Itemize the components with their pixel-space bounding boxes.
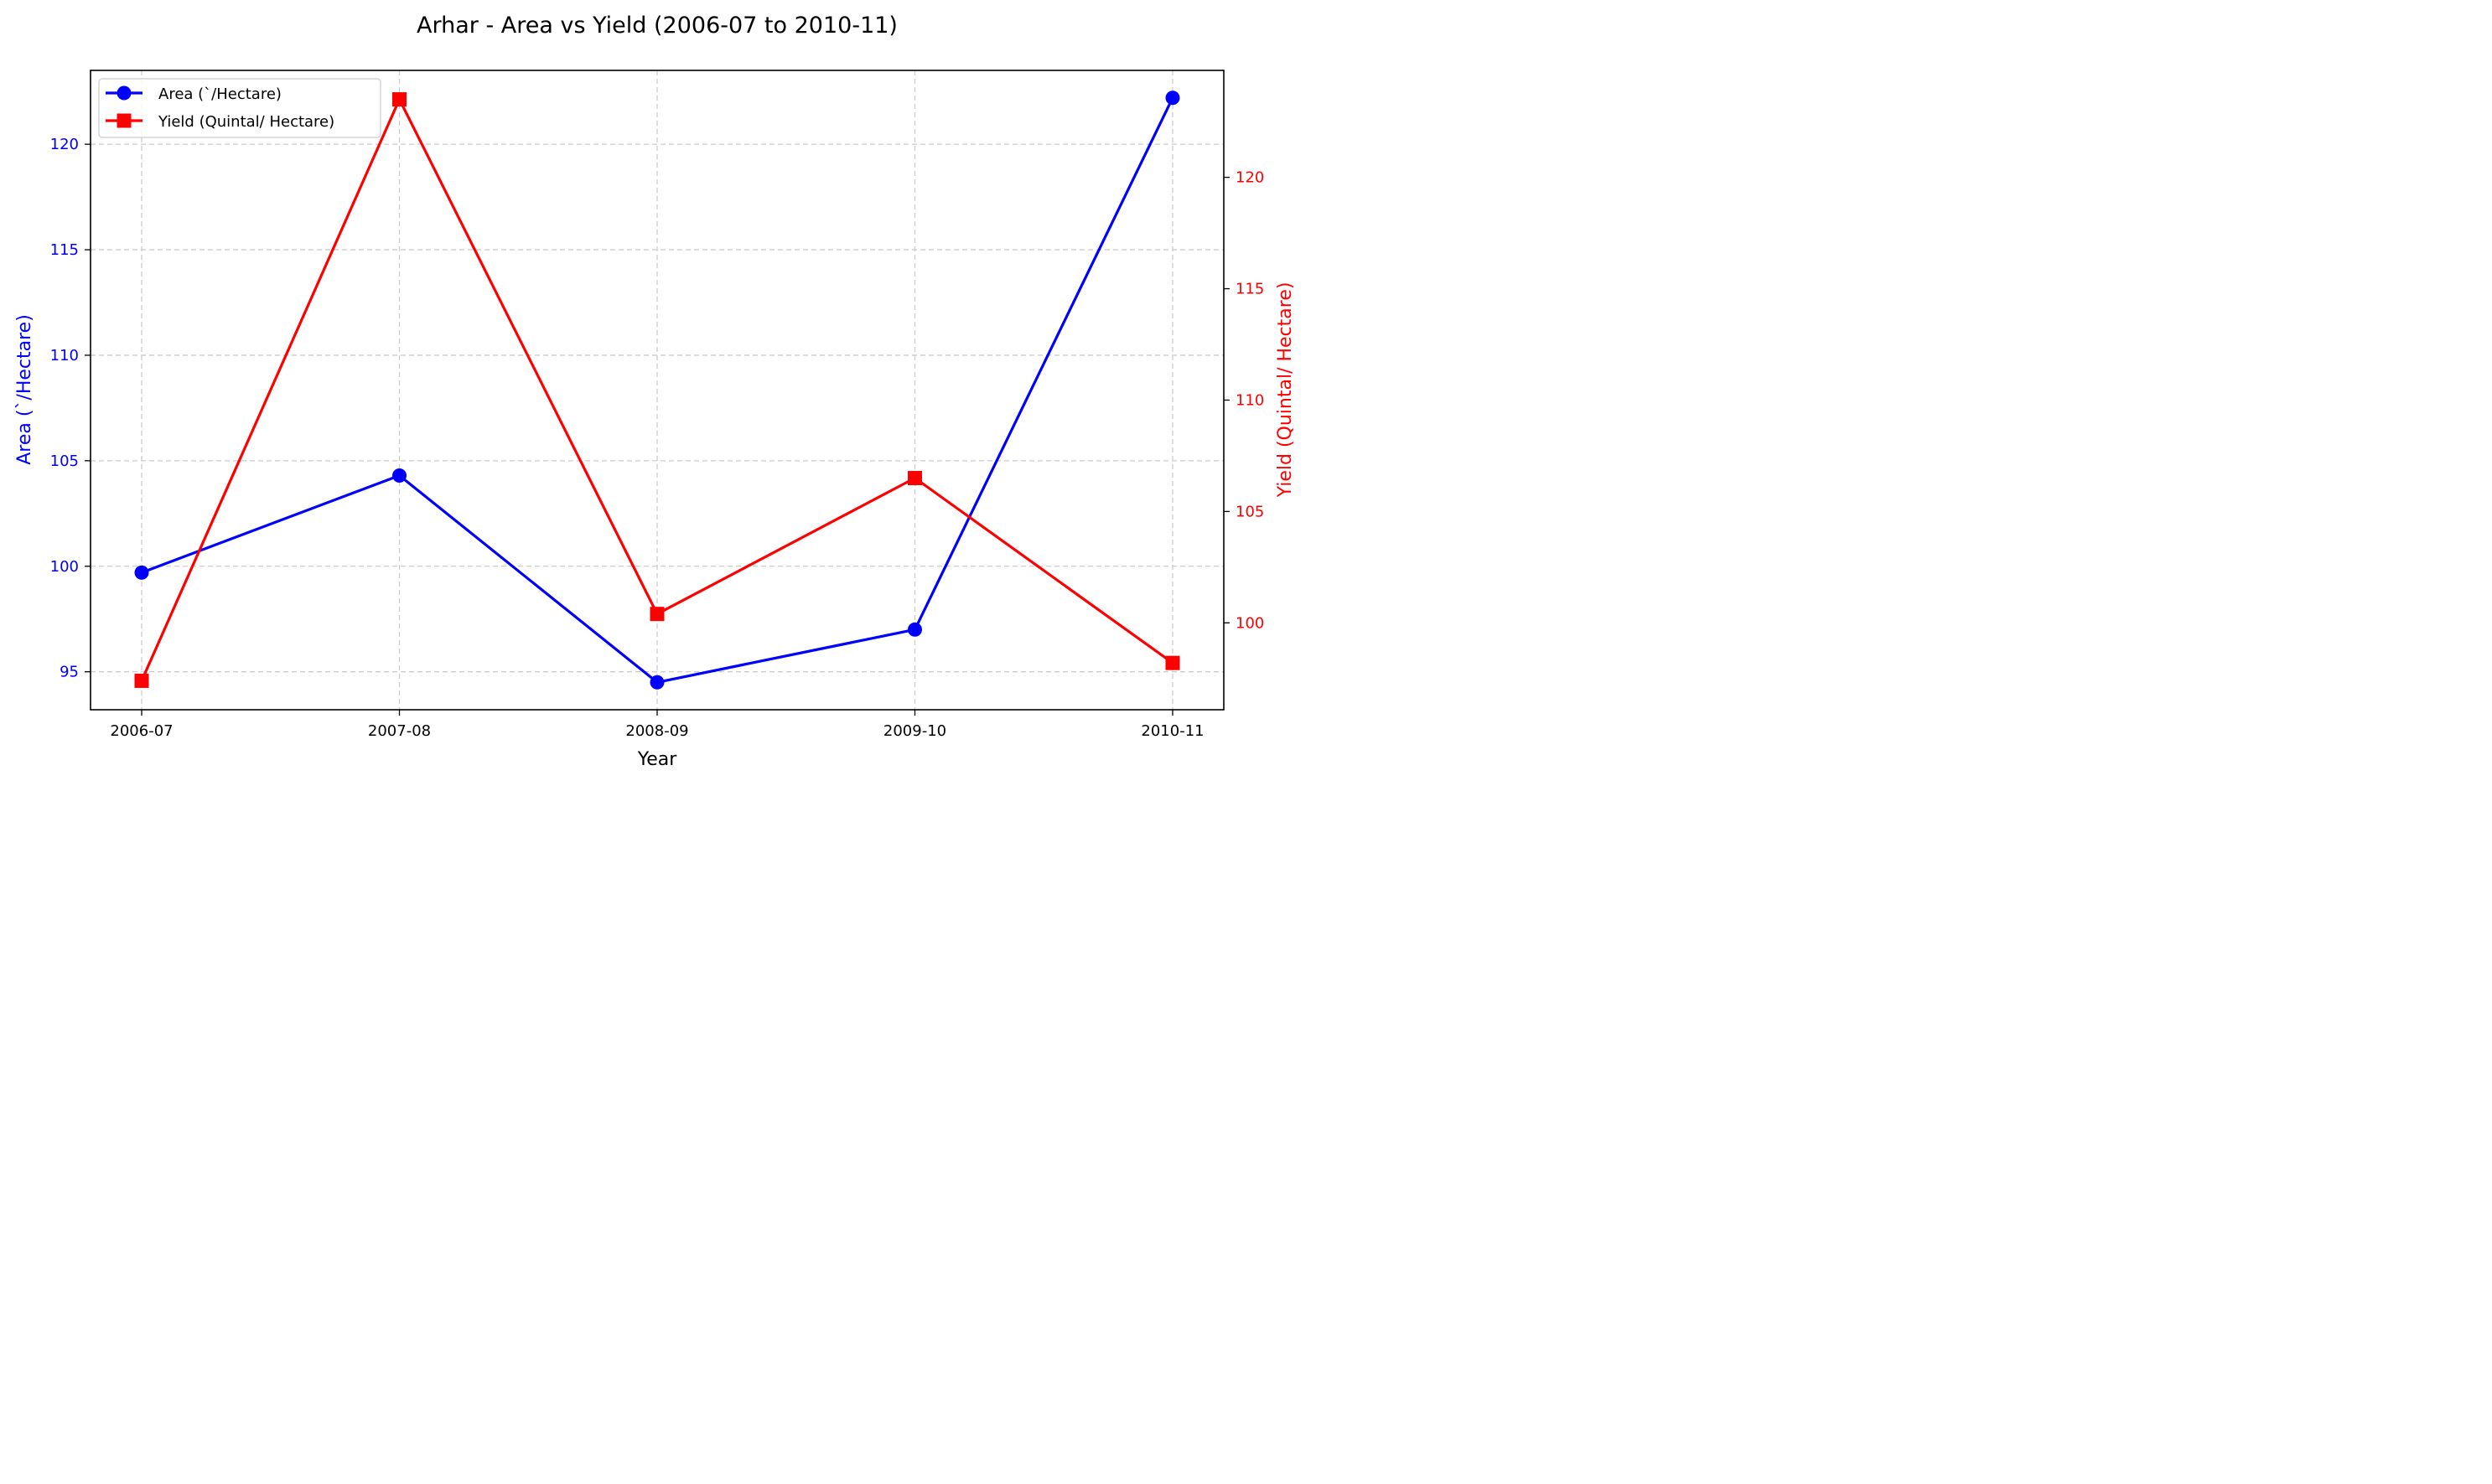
legend-marker-yield [117, 113, 132, 128]
y-right-tick-label: 110 [1236, 391, 1264, 409]
x-tick-label: 2008-09 [625, 722, 688, 740]
x-tick-label: 2009-10 [883, 722, 946, 740]
data-point-yield [650, 607, 665, 622]
legend: Area (`/Hectare) Yield (Quintal/ Hectare… [98, 78, 381, 138]
y-axis-left-label: Area (`/Hectare) [14, 314, 35, 465]
data-point-area [1165, 90, 1180, 106]
data-point-area [392, 468, 407, 483]
x-axis: 2006-07 2007-08 2008-09 2009-10 2010-11 [110, 710, 1205, 740]
x-tick-label: 2010-11 [1141, 722, 1204, 740]
data-point-area [650, 675, 665, 690]
data-point-yield [392, 92, 407, 107]
y-left-tick-label: 110 [50, 347, 79, 365]
legend-label-area: Area (`/Hectare) [158, 85, 282, 103]
legend-marker-area [117, 85, 132, 101]
x-tick-label: 2007-08 [368, 722, 431, 740]
y-left-tick-label: 100 [50, 558, 79, 576]
chart-title: Arhar - Area vs Yield (2006-07 to 2010-1… [417, 13, 898, 39]
series-layer [134, 90, 1180, 690]
y-right-tick-label: 115 [1236, 281, 1264, 298]
x-tick-label: 2006-07 [110, 722, 173, 740]
y-axis-right-label: Yield (Quintal/ Hectare) [1275, 282, 1296, 499]
y-left-tick-label: 120 [50, 136, 79, 153]
x-axis-label: Year [637, 749, 678, 770]
y-left-tick-label: 105 [50, 452, 79, 470]
legend-box [98, 78, 381, 138]
data-point-yield [908, 471, 922, 486]
chart: Arhar - Area vs Yield (2006-07 to 2010-1… [14, 13, 1296, 770]
legend-item-area: Area (`/Hectare) [106, 85, 282, 103]
data-point-area [908, 622, 922, 637]
y-axis-right: 100 105 110 115 120 [1224, 169, 1264, 632]
y-left-tick-label: 115 [50, 241, 79, 259]
y-right-tick-label: 105 [1236, 503, 1264, 520]
grid [91, 70, 1224, 710]
data-point-yield [1165, 655, 1180, 670]
y-left-tick-label: 95 [60, 664, 79, 681]
y-right-tick-label: 100 [1236, 614, 1264, 632]
data-point-area [134, 565, 149, 580]
y-axis-left: 95 100 105 110 115 120 [50, 136, 91, 681]
y-right-tick-label: 120 [1236, 169, 1264, 187]
data-point-yield [134, 673, 149, 688]
legend-item-yield: Yield (Quintal/ Hectare) [106, 113, 334, 131]
legend-label-yield: Yield (Quintal/ Hectare) [158, 113, 334, 131]
